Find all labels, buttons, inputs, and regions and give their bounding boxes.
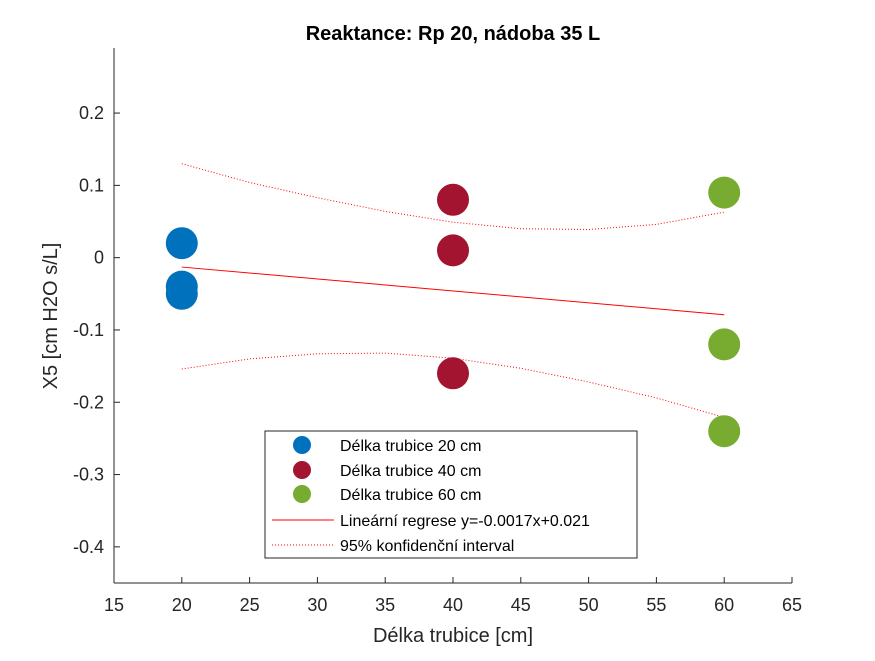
y-tick-label: 0 [94,248,104,268]
ticks-layer: 15 20 25 30 35 40 45 50 55 60 65 -0.4 -0.3 -0.2 -0.1 0 0… [73,103,802,615]
y-axis-title: X5 [cm H2O s/L] [40,243,62,390]
x-tick-label: 20 [172,595,192,615]
y-tick-label: -0.3 [73,465,104,485]
legend-marker-60cm [293,485,311,503]
data-point-2-2 [708,415,741,448]
x-tick-label: 40 [443,595,463,615]
legend-box [264,430,638,559]
y-tick-label: -0.2 [73,392,104,412]
legend-label-confidence: 95% konfidenční interval [340,538,514,555]
legend-label-60cm: Délka trubice 60 cm [340,487,481,504]
x-tick-label: 30 [307,595,327,615]
x-tick-label: 25 [240,595,260,615]
regression-line [181,266,725,316]
legend-label-40cm: Délka trubice 40 cm [340,463,481,480]
y-tick-label: 0.1 [79,175,104,195]
x-tick-label: 60 [714,595,734,615]
data-point-2-1 [708,328,741,361]
regression-layer [181,266,725,316]
confidence-lower-curve [181,352,725,418]
legend: Délka trubice 20 cm Délka trubice 40 cm … [264,430,638,559]
y-tick-label: -0.4 [73,537,104,557]
data-point-2-0 [708,176,741,209]
data-point-0-0 [165,227,198,260]
data-point-1-0 [437,183,469,216]
y-tick-label: -0.1 [73,320,104,340]
x-tick-label: 55 [646,595,666,615]
legend-label-regression: Lineární regrese y=-0.0017x+0.021 [340,513,590,530]
data-point-1-2 [437,357,469,390]
y-tick-label: 0.2 [79,103,104,123]
x-tick-label: 35 [375,595,395,615]
data-point-1-1 [437,234,469,267]
x-tick-label: 15 [104,595,124,615]
legend-label-20cm: Délka trubice 20 cm [340,438,481,455]
chart-title: Reaktance: Rp 20, nádoba 35 L [306,23,601,45]
points-layer [165,176,741,448]
x-tick-label: 50 [579,595,599,615]
confidence-interval-layer [181,163,725,418]
x-tick-label: 45 [511,595,531,615]
confidence-upper-curve [181,163,725,231]
legend-marker-40cm [293,461,311,479]
legend-marker-20cm [293,436,311,454]
x-axis-title: Délka trubice [cm] [373,625,533,647]
data-point-0-2 [165,277,198,310]
x-tick-label: 65 [782,595,802,615]
